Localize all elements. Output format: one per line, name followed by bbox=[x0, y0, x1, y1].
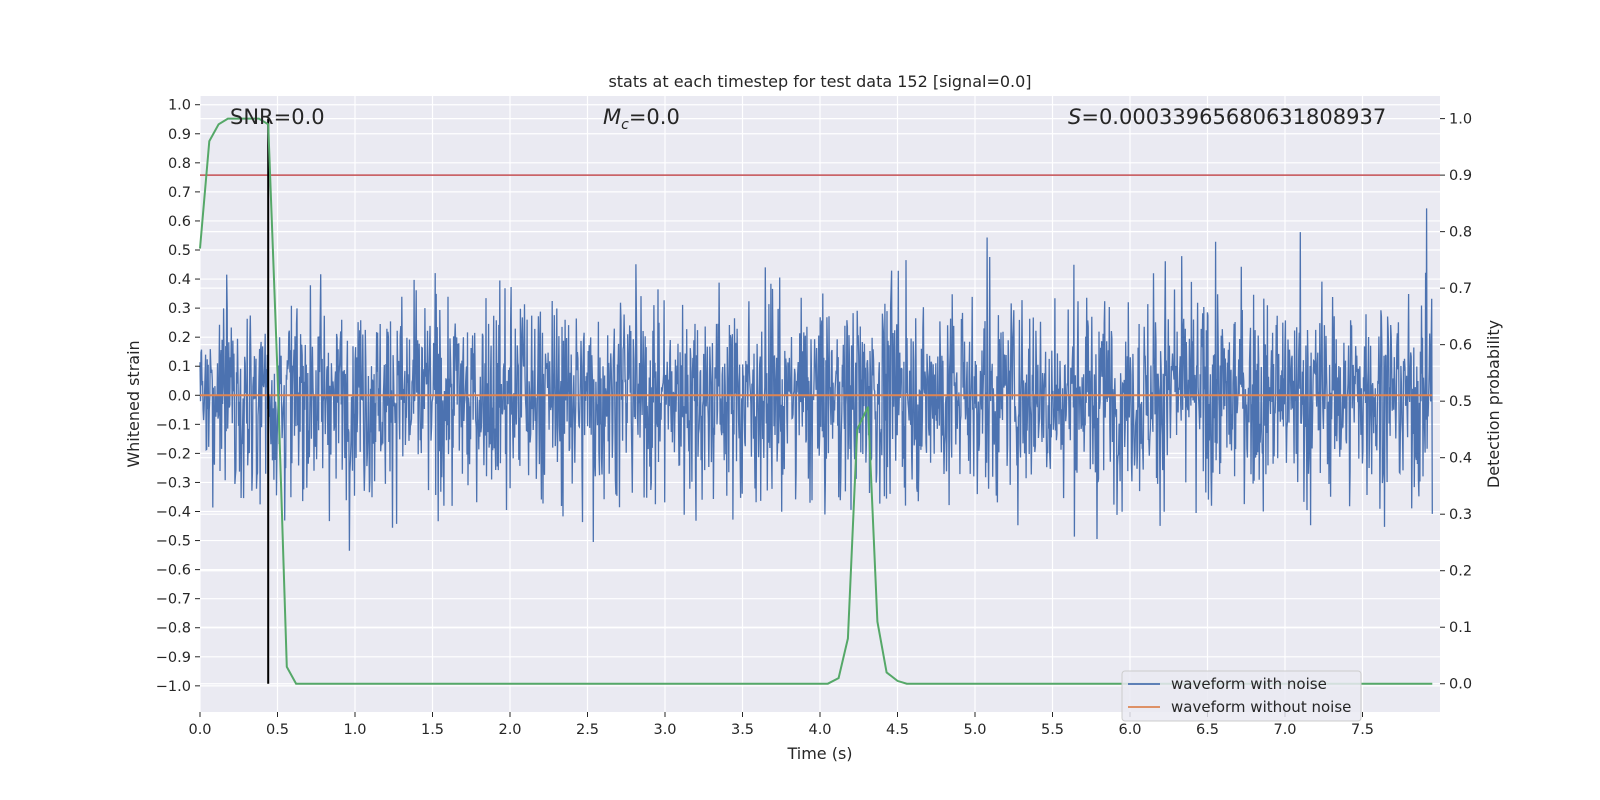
y2-tick-label: 1.0 bbox=[1449, 112, 1472, 128]
annotation-mc: Mc=0.0 bbox=[603, 105, 680, 133]
y-tick-label: −1.0 bbox=[156, 679, 191, 695]
y-tick-label: −0.1 bbox=[156, 417, 191, 433]
x-tick-label: 7.5 bbox=[1351, 722, 1374, 738]
x-tick-label: 3.0 bbox=[653, 722, 676, 738]
y-tick-label: −0.4 bbox=[156, 505, 191, 521]
chart-title: stats at each timestep for test data 152… bbox=[608, 72, 1031, 91]
x-tick-label: 4.0 bbox=[808, 722, 831, 738]
annotation-s: S=0.00033965680631808937 bbox=[1068, 105, 1386, 129]
mc-symbol: M bbox=[603, 105, 621, 129]
x-tick-label: 7.0 bbox=[1273, 722, 1296, 738]
x-axis-label: Time (s) bbox=[786, 744, 852, 763]
y2-tick-label: 0.1 bbox=[1449, 620, 1472, 636]
series-waveform-with-noise bbox=[199, 208, 1433, 551]
noise-trace-line bbox=[199, 208, 1433, 551]
mc-subscript: c bbox=[621, 117, 629, 133]
x-tick-label: 3.5 bbox=[731, 722, 754, 738]
axes: 0.0 0.5 1.0 1.5 2.0 2.5 3.0 3.5 4.0 4.5 5.0 5.5 6.0 6… bbox=[156, 98, 1472, 738]
y2-tick-label: 0.2 bbox=[1449, 564, 1472, 580]
y2-tick-label: 0.4 bbox=[1449, 451, 1472, 467]
s-value: =0.00033965680631808937 bbox=[1081, 105, 1386, 129]
x-tick-label: 2.5 bbox=[576, 722, 599, 738]
x-tick-label: 0.5 bbox=[266, 722, 289, 738]
x-tick-label: 1.5 bbox=[421, 722, 444, 738]
y2-tick-label: 0.0 bbox=[1449, 677, 1472, 693]
x-tick-label: 5.5 bbox=[1041, 722, 1064, 738]
y2-tick-label: 0.3 bbox=[1449, 507, 1472, 523]
y-tick-label: 0.5 bbox=[168, 243, 191, 259]
y-tick-label: −0.5 bbox=[156, 534, 191, 550]
legend: waveform with noise waveform without noi… bbox=[1121, 670, 1362, 722]
x-tick-label: 6.0 bbox=[1118, 722, 1141, 738]
y2-tick-label: 0.5 bbox=[1449, 394, 1472, 410]
y-tick-label: 0.2 bbox=[168, 330, 191, 346]
y2-tick-label: 0.6 bbox=[1449, 338, 1472, 354]
legend-label-clean: waveform without noise bbox=[1171, 698, 1351, 716]
y-tick-label: 0.1 bbox=[168, 359, 191, 375]
mc-value: =0.0 bbox=[629, 105, 680, 129]
y-tick-label: −0.7 bbox=[156, 592, 191, 608]
x-tick-label: 1.0 bbox=[343, 722, 366, 738]
x-tick-label: 0.0 bbox=[188, 722, 211, 738]
y-tick-label: −0.6 bbox=[156, 563, 191, 579]
x-tick-label: 4.5 bbox=[886, 722, 909, 738]
y-tick-label: 0.3 bbox=[168, 301, 191, 317]
y-axis-label: Whitened strain bbox=[124, 340, 143, 467]
y2-axis-label: Detection probability bbox=[1484, 320, 1503, 488]
legend-box bbox=[1121, 670, 1362, 722]
y-tick-label: 0.6 bbox=[168, 214, 191, 230]
y-tick-label: −0.9 bbox=[156, 650, 191, 666]
y-tick-label: −0.2 bbox=[156, 446, 191, 462]
y2-tick-label: 0.9 bbox=[1449, 168, 1472, 184]
y2-tick-label: 0.7 bbox=[1449, 281, 1472, 297]
y-tick-label: 0.9 bbox=[168, 127, 191, 143]
x-tick-label: 5.0 bbox=[963, 722, 986, 738]
y-tick-label: 0.0 bbox=[168, 388, 191, 404]
y-tick-label: −0.3 bbox=[156, 475, 191, 491]
series-detection-probability bbox=[199, 117, 1433, 685]
y2-tick-label: 0.8 bbox=[1449, 225, 1472, 241]
overlays bbox=[199, 117, 1440, 685]
x-tick-label: 2.0 bbox=[498, 722, 521, 738]
x-tick-label: 6.5 bbox=[1196, 722, 1219, 738]
y-tick-label: 1.0 bbox=[168, 98, 191, 114]
y-tick-label: −0.8 bbox=[156, 621, 191, 637]
legend-label-noise: waveform with noise bbox=[1171, 675, 1327, 693]
y-tick-label: 0.8 bbox=[168, 156, 191, 172]
annotation-snr: SNR=0.0 bbox=[230, 105, 325, 129]
s-symbol: S bbox=[1068, 105, 1081, 129]
y-tick-label: 0.4 bbox=[168, 272, 191, 288]
y-tick-label: 0.7 bbox=[168, 185, 191, 201]
